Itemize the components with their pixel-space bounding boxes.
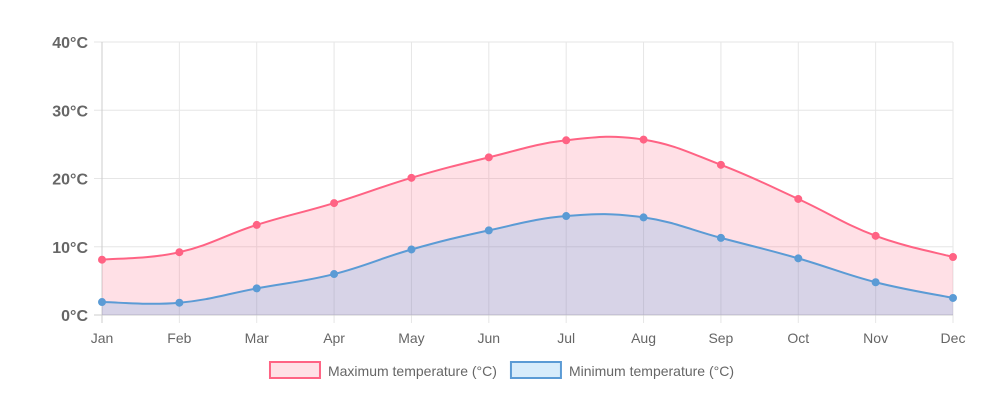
legend-item-0[interactable]: Maximum temperature (°C) [268, 361, 497, 379]
x-tick-label: Feb [167, 330, 191, 346]
x-tick-label: Dec [941, 330, 966, 346]
x-tick-label: Jan [91, 330, 114, 346]
x-tick-label: Sep [708, 330, 733, 346]
data-point[interactable] [716, 233, 725, 242]
data-point[interactable] [484, 153, 493, 162]
data-point[interactable] [252, 284, 261, 293]
x-tick-label: Nov [863, 330, 888, 346]
legend-label: Maximum temperature (°C) [328, 363, 497, 379]
data-point[interactable] [484, 226, 493, 235]
data-point[interactable] [407, 173, 416, 182]
legend: Maximum temperature (°C) Minimum temperat… [268, 361, 734, 379]
axis-layer: 0°C 10°C 20°C 30°C 40°C Jan Feb Mar Apr May Jun Jul… [52, 35, 965, 346]
data-point[interactable] [330, 270, 339, 279]
data-point[interactable] [949, 252, 957, 261]
line-layer [101, 135, 954, 305]
series-area-0 [102, 136, 953, 315]
grid-layer [94, 41, 954, 323]
data-point[interactable] [871, 278, 880, 287]
y-tick-label: 0°C [61, 308, 88, 325]
data-point[interactable] [716, 160, 725, 169]
x-tick-label: Oct [787, 330, 809, 346]
x-tick-label: Jun [478, 330, 501, 346]
series-line-0 [101, 135, 954, 261]
legend-swatch [509, 361, 562, 379]
legend-label: Minimum temperature (°C) [569, 363, 734, 379]
y-tick-label: 40°C [52, 35, 88, 52]
data-point[interactable] [252, 220, 261, 229]
y-tick-label: 30°C [52, 103, 88, 120]
x-tick-label: May [398, 330, 424, 346]
data-point[interactable] [98, 298, 106, 307]
data-point[interactable] [949, 293, 957, 302]
x-tick-label: Mar [245, 330, 269, 346]
y-tick-label: 10°C [52, 240, 88, 257]
data-point[interactable] [871, 231, 880, 240]
data-point[interactable] [175, 248, 184, 257]
data-point[interactable] [407, 245, 416, 254]
data-point[interactable] [794, 254, 803, 263]
data-point[interactable] [330, 199, 339, 208]
data-point[interactable] [562, 212, 571, 221]
point-layer [98, 135, 957, 307]
data-point[interactable] [639, 135, 648, 144]
data-point[interactable] [562, 136, 571, 145]
series-line-1 [101, 213, 954, 305]
data-point[interactable] [98, 255, 106, 264]
area-layer [102, 136, 953, 315]
series-area-1 [102, 214, 953, 315]
data-point[interactable] [175, 298, 184, 307]
data-point[interactable] [639, 213, 648, 222]
data-point[interactable] [794, 194, 803, 203]
x-tick-label: Apr [323, 330, 345, 346]
x-tick-label: Aug [631, 330, 656, 346]
y-tick-label: 20°C [52, 172, 88, 189]
legend-item-1[interactable]: Minimum temperature (°C) [509, 361, 734, 379]
legend-swatch [268, 361, 321, 379]
x-tick-label: Jul [557, 330, 575, 346]
